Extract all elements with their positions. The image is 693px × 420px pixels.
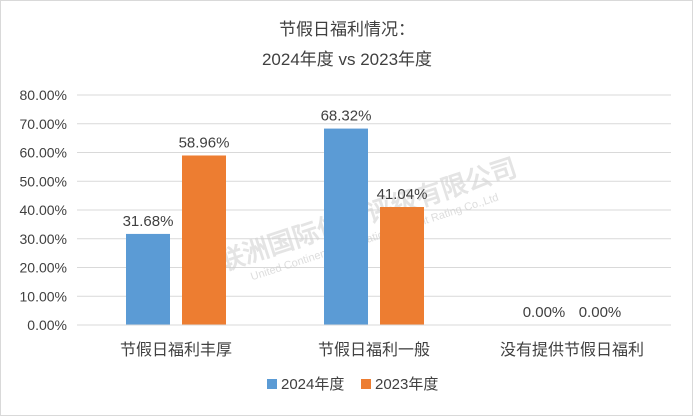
legend-swatch bbox=[361, 379, 371, 389]
y-tick-label: 0.00% bbox=[27, 317, 67, 333]
y-axis-tick-labels: 0.00% 10.00% 20.00% 30.00% 40.00% 50.00% 60.00… bbox=[20, 87, 67, 333]
chart-title-line-1: 节假日福利情况： bbox=[279, 20, 415, 39]
bar-1-2 bbox=[324, 128, 368, 325]
bars bbox=[126, 128, 424, 325]
y-tick-label: 40.00% bbox=[20, 202, 67, 218]
x-category-label: 节假日福利丰厚 bbox=[120, 341, 232, 359]
bar-1-1 bbox=[126, 233, 170, 325]
chart-title-line-2: 2024年度 vs 2023年度 bbox=[262, 50, 432, 69]
y-tick-label: 70.00% bbox=[20, 116, 67, 132]
y-tick-label: 10.00% bbox=[20, 288, 67, 304]
x-category-label: 节假日福利一般 bbox=[318, 341, 430, 359]
data-label: 0.00% bbox=[579, 304, 622, 321]
data-label: 68.32% bbox=[321, 108, 372, 125]
data-label: 31.68% bbox=[123, 213, 174, 230]
bar-2-2 bbox=[380, 207, 424, 325]
legend-swatch bbox=[267, 379, 277, 389]
legend-entry: 2024年度 bbox=[281, 376, 344, 393]
data-label: 0.00% bbox=[523, 304, 566, 321]
data-labels: 31.68% 58.96% 68.32% 41.04% 0.00% 0.00% bbox=[123, 108, 622, 321]
y-tick-label: 30.00% bbox=[20, 231, 67, 247]
watermark: 联洲国际信用评级有限公司 United Continental Internat… bbox=[214, 152, 520, 283]
y-tick-label: 80.00% bbox=[20, 87, 67, 103]
chart-title: 节假日福利情况： 2024年度 vs 2023年度 bbox=[262, 20, 432, 69]
gridlines bbox=[77, 94, 671, 297]
category-labels: 节假日福利丰厚 节假日福利一般 没有提供节假日福利 bbox=[120, 341, 644, 359]
legend: 2024年度 2023年度 bbox=[267, 376, 438, 393]
legend-entry: 2023年度 bbox=[375, 376, 438, 393]
bar-2-1 bbox=[182, 155, 226, 325]
y-tick-label: 60.00% bbox=[20, 145, 67, 161]
x-category-label: 没有提供节假日福利 bbox=[500, 341, 644, 359]
data-label: 41.04% bbox=[377, 186, 428, 203]
data-label: 58.96% bbox=[179, 134, 230, 151]
y-tick-label: 20.00% bbox=[20, 260, 67, 276]
y-tick-label: 50.00% bbox=[20, 173, 67, 189]
